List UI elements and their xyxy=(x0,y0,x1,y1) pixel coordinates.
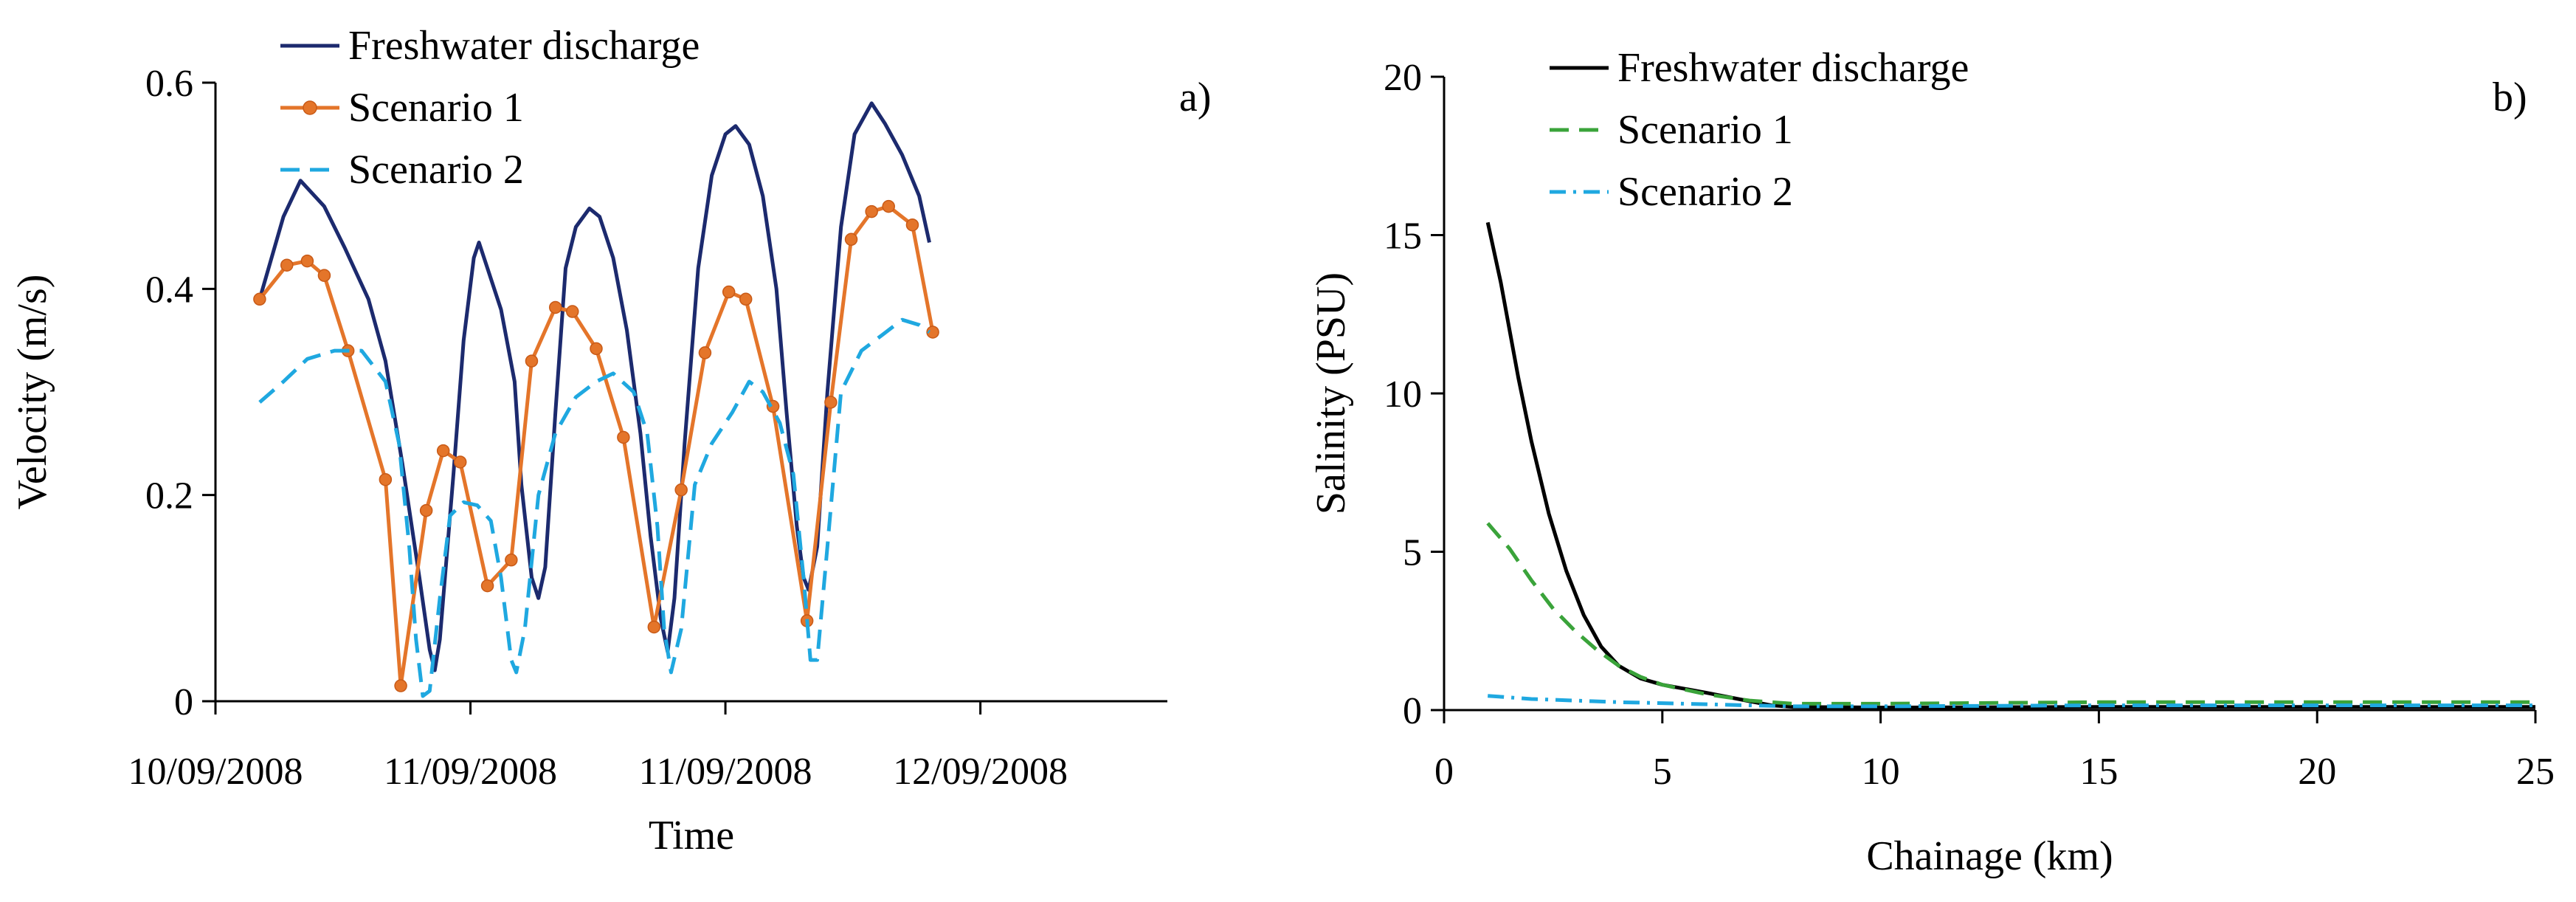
velocity-point-scenario-1 xyxy=(844,233,858,247)
velocity-point-scenario-1 xyxy=(674,483,688,497)
velocity-y-ticks: 0 0.2 0.4 0.6 xyxy=(145,63,215,723)
velocity-point-scenario-1 xyxy=(824,396,838,409)
velocity-point-scenario-1 xyxy=(905,218,919,232)
salinity-legend-item-freshwater-discharge: Freshwater discharge xyxy=(1550,45,1969,91)
salinity-x-ticks: 0 5 10 15 20 25 xyxy=(1434,710,2555,793)
velocity-point-scenario-1 xyxy=(590,342,603,356)
salinity-y-tick-label: 10 xyxy=(1384,373,1422,416)
velocity-point-scenario-1 xyxy=(436,444,450,458)
velocity-point-scenario-1 xyxy=(865,204,878,218)
salinity-y-tick-label: 0 xyxy=(1403,690,1422,732)
velocity-x-tick-label: 10/09/2008 xyxy=(128,751,303,793)
salinity-legend-label: Freshwater discharge xyxy=(1617,45,1969,91)
salinity-legend-label: Scenario 2 xyxy=(1617,169,1793,215)
velocity-point-scenario-1 xyxy=(419,503,433,517)
salinity-x-tick-label: 10 xyxy=(1862,751,1900,793)
salinity-legend-item-scenario-1: Scenario 1 xyxy=(1550,107,1793,153)
velocity-point-scenario-1 xyxy=(505,553,518,567)
velocity-point-scenario-1 xyxy=(882,199,895,213)
velocity-y-tick-label: 0.6 xyxy=(145,63,193,105)
velocity-legend-label: Freshwater discharge xyxy=(348,23,700,69)
velocity-y-tick-label: 0.2 xyxy=(145,475,193,517)
salinity-x-tick-label: 0 xyxy=(1434,751,1454,793)
velocity-x-tick-label: 11/09/2008 xyxy=(639,751,812,793)
velocity-axes xyxy=(214,83,1167,703)
panel-label-a: a) xyxy=(1179,75,1212,120)
salinity-x-axis-title: Chainage (km) xyxy=(1866,833,2113,879)
velocity-x-tick-label: 11/09/2008 xyxy=(384,751,557,793)
salinity-y-ticks: 0 5 10 15 20 xyxy=(1384,57,1444,732)
velocity-legend-item-scenario-2: Scenario 2 xyxy=(280,147,524,193)
velocity-point-scenario-1 xyxy=(647,620,661,634)
velocity-point-scenario-1 xyxy=(566,305,579,318)
salinity-legend: Freshwater discharge Scenario 1 Scenario 2 xyxy=(1550,45,1969,215)
velocity-legend-item-scenario-1: Scenario 1 xyxy=(280,85,524,131)
velocity-point-scenario-1 xyxy=(300,254,314,268)
salinity-x-tick-label: 5 xyxy=(1653,751,1672,793)
salinity-legend-label: Scenario 1 xyxy=(1617,107,1793,153)
salinity-series-group xyxy=(1485,221,2535,710)
velocity-legend-label: Scenario 1 xyxy=(348,85,524,131)
velocity-point-scenario-1 xyxy=(722,285,736,299)
velocity-legend-label: Scenario 2 xyxy=(348,147,524,193)
salinity-x-tick-label: 15 xyxy=(2079,751,2118,793)
salinity-line-scenario-2 xyxy=(1488,694,2535,709)
velocity-point-scenario-1 xyxy=(394,679,407,692)
salinity-line-scenario-1 xyxy=(1486,522,2535,706)
velocity-line-scenario-2 xyxy=(258,317,930,698)
velocity-line-freshwater-discharge xyxy=(258,101,931,672)
velocity-point-scenario-1 xyxy=(253,292,266,306)
velocity-y-tick-label: 0.4 xyxy=(145,269,193,311)
velocity-point-scenario-1 xyxy=(926,326,939,339)
velocity-series-group xyxy=(253,101,939,698)
velocity-point-scenario-1 xyxy=(698,346,712,359)
velocity-chart: 0 0.2 0.4 0.6 10/09/2008 11/09/2008 11/09/200… xyxy=(10,23,1212,858)
velocity-point-scenario-1 xyxy=(453,455,467,469)
velocity-x-ticks: 10/09/2008 11/09/2008 11/09/2008 12/09/2008 xyxy=(128,701,1068,793)
velocity-y-axis-title: Velocity (m/s) xyxy=(10,275,55,510)
velocity-point-scenario-1 xyxy=(525,354,539,368)
salinity-x-tick-label: 25 xyxy=(2516,751,2555,793)
velocity-point-scenario-1 xyxy=(280,258,294,272)
panel-label-b: b) xyxy=(2493,75,2527,120)
velocity-legend-marker xyxy=(303,100,317,115)
salinity-y-tick-label: 5 xyxy=(1403,532,1422,574)
velocity-legend-item-freshwater-discharge: Freshwater discharge xyxy=(280,23,700,69)
velocity-point-scenario-1 xyxy=(480,579,494,593)
velocity-x-tick-label: 12/09/2008 xyxy=(893,751,1068,793)
velocity-point-scenario-1 xyxy=(317,269,331,282)
velocity-y-tick-label: 0 xyxy=(174,681,193,723)
velocity-legend: Freshwater discharge Scenario 1 Scenario 2 xyxy=(280,23,700,193)
velocity-line-scenario-1 xyxy=(258,204,935,688)
salinity-chart: 0 5 10 15 20 0 5 10 15 20 25 Salinity (PSU) Chain… xyxy=(1308,45,2555,879)
salinity-y-tick-label: 20 xyxy=(1384,57,1422,99)
salinity-y-axis-title: Salinity (PSU) xyxy=(1308,272,1354,514)
salinity-x-tick-label: 20 xyxy=(2298,751,2336,793)
velocity-point-scenario-1 xyxy=(548,300,562,314)
salinity-legend-item-scenario-2: Scenario 2 xyxy=(1550,169,1793,215)
velocity-x-axis-title: Time xyxy=(649,813,734,858)
velocity-point-scenario-1 xyxy=(739,292,753,306)
salinity-y-tick-label: 15 xyxy=(1384,216,1422,258)
velocity-point-scenario-1 xyxy=(617,430,630,444)
velocity-point-scenario-1 xyxy=(379,472,393,486)
